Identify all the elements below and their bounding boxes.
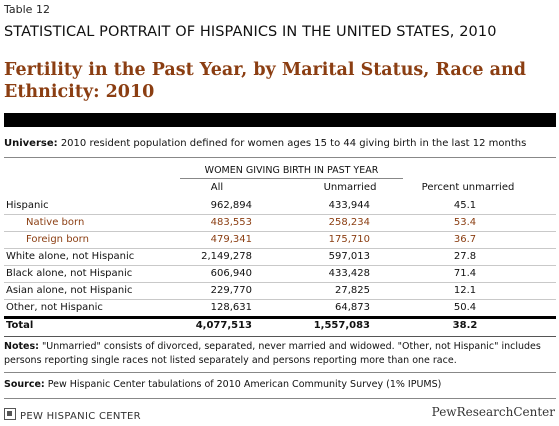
total-row: Total 4,077,513 1,557,083 38.2	[0, 318, 559, 335]
row-label: Other, not Hispanic	[6, 302, 103, 313]
cell-percent: 53.4	[453, 217, 477, 228]
source-label: Source:	[4, 379, 45, 390]
row-divider	[4, 282, 556, 283]
row-label: White alone, not Hispanic	[6, 251, 135, 262]
notes-label: Notes:	[4, 341, 39, 352]
row-label: Black alone, not Hispanic	[6, 268, 133, 279]
table-row: Hispanic 962,894 433,944 45.1	[0, 198, 559, 215]
cell-unmarried: 433,428	[328, 268, 370, 279]
logo-icon	[4, 408, 16, 420]
cell-percent: 36.7	[453, 234, 477, 245]
column-header-unmarried: Unmarried	[323, 182, 377, 193]
column-header-all: All	[210, 182, 224, 193]
table-row: White alone, not Hispanic 2,149,278 597,…	[0, 249, 559, 266]
table-row: Asian alone, not Hispanic 229,770 27,825…	[0, 283, 559, 300]
cell-percent: 71.4	[453, 268, 477, 279]
cell-percent: 12.1	[453, 285, 477, 296]
row-divider	[4, 214, 556, 215]
cell-unmarried: 64,873	[335, 302, 370, 313]
pew-hispanic-logo-text: PEW HISPANIC CENTER	[20, 411, 141, 422]
divider	[4, 157, 556, 158]
cell-all: 128,631	[210, 302, 252, 313]
row-label: Native born	[26, 217, 85, 228]
table-row: Foreign born 479,341 175,710 36.7	[0, 232, 559, 249]
cell-unmarried: 433,944	[328, 200, 370, 211]
cell-percent: 45.1	[453, 200, 477, 211]
pew-research-logo: PewResearchCenter	[431, 405, 555, 419]
header-bar	[4, 113, 556, 127]
total-percent: 38.2	[452, 320, 478, 331]
source-text: Pew Hispanic Center tabulations of 2010 …	[44, 379, 442, 390]
table-number: Table 12	[4, 3, 50, 16]
table-row: Black alone, not Hispanic 606,940 433,42…	[0, 266, 559, 283]
source: Source: Pew Hispanic Center tabulations …	[4, 379, 441, 390]
cell-all: 2,149,278	[201, 251, 252, 262]
row-divider	[4, 231, 556, 232]
pew-hispanic-logo: PEW HISPANIC CENTER	[4, 408, 141, 422]
group-header-rule	[180, 178, 403, 179]
column-header-percent: Percent unmarried	[421, 182, 515, 193]
cell-unmarried: 27,825	[335, 285, 370, 296]
page-title: Fertility in the Past Year, by Marital S…	[4, 60, 526, 102]
row-divider	[4, 265, 556, 266]
cell-all: 483,553	[210, 217, 252, 228]
divider	[4, 398, 556, 399]
cell-all: 606,940	[210, 268, 252, 279]
table-row: Native born 483,553 258,234 53.4	[0, 215, 559, 232]
row-label: Asian alone, not Hispanic	[6, 285, 133, 296]
cell-unmarried: 175,710	[328, 234, 370, 245]
notes: Notes: "Unmarried" consists of divorced,…	[4, 340, 556, 368]
row-label: Foreign born	[26, 234, 89, 245]
group-header: WOMEN GIVING BIRTH IN PAST YEAR	[204, 165, 379, 176]
row-label: Hispanic	[6, 200, 49, 211]
universe-text: 2010 resident population defined for wom…	[57, 138, 527, 149]
row-divider	[4, 248, 556, 249]
total-unmarried: 1,557,083	[313, 320, 370, 331]
cell-all: 479,341	[210, 234, 252, 245]
cell-unmarried: 258,234	[328, 217, 370, 228]
cell-all: 962,894	[210, 200, 252, 211]
notes-text: "Unmarried" consists of divorced, separa…	[4, 341, 541, 366]
cell-all: 229,770	[210, 285, 252, 296]
divider	[4, 372, 556, 373]
cell-percent: 50.4	[453, 302, 477, 313]
divider	[4, 336, 556, 337]
universe-label: Universe:	[4, 138, 58, 149]
table-row: Other, not Hispanic 128,631 64,873 50.4	[0, 300, 559, 317]
cell-percent: 27.8	[453, 251, 477, 262]
total-all: 4,077,513	[195, 320, 252, 331]
super-title: STATISTICAL PORTRAIT OF HISPANICS IN THE…	[4, 24, 497, 40]
row-divider	[4, 299, 556, 300]
total-label: Total	[6, 320, 34, 331]
universe-note: Universe: 2010 resident population defin…	[4, 138, 526, 149]
total-rule	[4, 316, 556, 319]
cell-unmarried: 597,013	[328, 251, 370, 262]
